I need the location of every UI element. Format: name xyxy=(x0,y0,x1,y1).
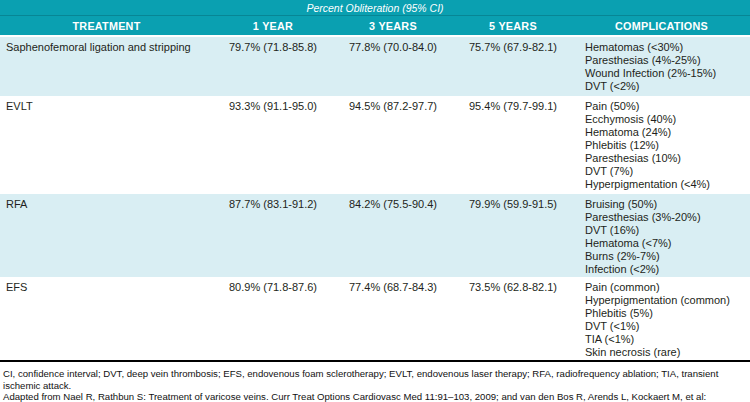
value-5-years: 79.9% (59.9-91.5) xyxy=(453,198,573,211)
table-spanner-title: Percent Obliteration (95% CI) xyxy=(0,0,750,16)
value-1-year: 93.3% (91.1-95.0) xyxy=(213,100,333,113)
table-header: Percent Obliteration (95% CI) TREATMENT … xyxy=(0,0,750,37)
column-header-complications: COMPLICATIONS xyxy=(573,20,750,32)
column-header-5-years: 5 YEARS xyxy=(453,20,573,32)
footnote-citation-line-1: Adapted from Nael R, Rathbun S: Treatmen… xyxy=(3,391,746,402)
value-1-year: 79.7% (71.8-85.8) xyxy=(213,41,333,54)
value-3-years: 94.5% (87.2-97.7) xyxy=(333,100,453,113)
footnote-abbreviations: CI, confidence interval; DVT, deep vein … xyxy=(3,368,746,391)
table-row-saphenofemoral: Saphenofemoral ligation and stripping 79… xyxy=(0,37,750,96)
value-1-year: 87.7% (83.1-91.2) xyxy=(213,198,333,211)
value-3-years: 84.2% (75.5-90.4) xyxy=(333,198,453,211)
value-1-year: 80.9% (71.8-87.6) xyxy=(213,281,333,294)
treatment-name: RFA xyxy=(0,198,213,211)
value-3-years: 77.8% (70.0-84.0) xyxy=(333,41,453,54)
treatment-comparison-table: Percent Obliteration (95% CI) TREATMENT … xyxy=(0,0,750,402)
complications-list: Pain (common) Hyperpigmentation (common)… xyxy=(573,281,750,359)
complications-list: Bruising (50%) Paresthesias (3%-20%) DVT… xyxy=(573,198,750,276)
table-row-efs: EFS 80.9% (71.8-87.6) 77.4% (68.7-84.3) … xyxy=(0,277,750,360)
table-row-rfa: RFA 87.7% (83.1-91.2) 84.2% (75.5-90.4) … xyxy=(0,194,750,277)
value-5-years: 95.4% (79.7-99.1) xyxy=(453,100,573,113)
value-5-years: 73.5% (62.8-82.1) xyxy=(453,281,573,294)
complications-list: Pain (50%) Ecchymosis (40%) Hematoma (24… xyxy=(573,100,750,191)
treatment-name: EFS xyxy=(0,281,213,294)
value-3-years: 77.4% (68.7-84.3) xyxy=(333,281,453,294)
footnotes: CI, confidence interval; DVT, deep vein … xyxy=(0,362,750,402)
column-header-row: TREATMENT 1 YEAR 3 YEARS 5 YEARS COMPLIC… xyxy=(0,16,750,35)
column-header-1-year: 1 YEAR xyxy=(213,20,333,32)
table-row-evlt: EVLT 93.3% (91.1-95.0) 94.5% (87.2-97.7)… xyxy=(0,96,750,194)
treatment-name: Saphenofemoral ligation and stripping xyxy=(0,41,213,54)
complications-list: Hematomas (<30%) Paresthesias (4%-25%) W… xyxy=(573,41,750,93)
treatment-name: EVLT xyxy=(0,100,213,113)
column-header-3-years: 3 YEARS xyxy=(333,20,453,32)
value-5-years: 75.7% (67.9-82.1) xyxy=(453,41,573,54)
column-header-treatment: TREATMENT xyxy=(0,20,213,32)
